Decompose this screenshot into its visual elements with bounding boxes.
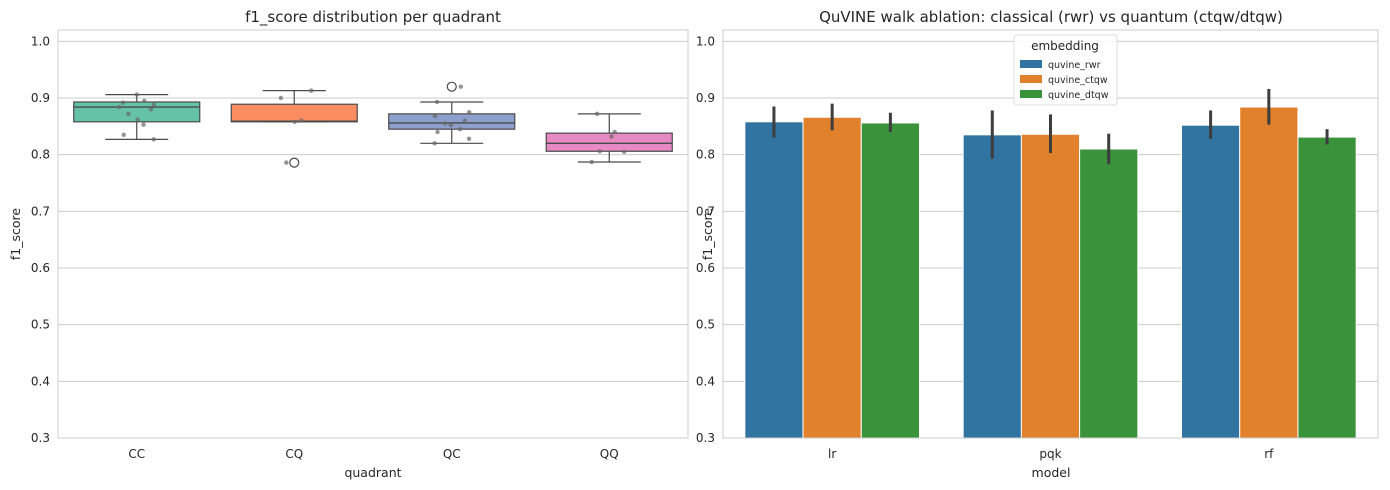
data-point xyxy=(589,159,594,165)
legend-swatch-quvine_dtqw xyxy=(1020,90,1042,98)
barplot-x-ticks: lr pqk rf xyxy=(828,447,1274,461)
x-tick-label: CQ xyxy=(285,447,303,461)
box-QC xyxy=(388,113,516,130)
y-tick-label: 0.5 xyxy=(31,318,50,332)
bar-rf-quvine_dtqw xyxy=(1297,136,1357,439)
boxplot-panel: f1_score distribution per quadrant 0.30.… xyxy=(8,8,689,480)
data-point xyxy=(434,99,440,105)
boxplot-frame xyxy=(57,29,689,439)
data-point xyxy=(126,111,131,117)
y-tick-label: 0.9 xyxy=(31,91,50,105)
data-point xyxy=(435,129,440,135)
legend-label-quvine_ctqw: quvine_ctqw xyxy=(1048,75,1108,86)
data-point xyxy=(134,92,139,97)
x-tick-label: CC xyxy=(128,447,145,461)
y-tick-label: 0.5 xyxy=(696,318,715,332)
data-point xyxy=(292,119,297,125)
data-point xyxy=(120,100,126,105)
data-point xyxy=(612,129,617,135)
legend-swatch-quvine_rwr xyxy=(1020,60,1042,68)
data-point xyxy=(458,84,464,89)
legend-title: embedding xyxy=(1031,39,1099,53)
x-tick-label: lr xyxy=(828,447,836,461)
data-point xyxy=(594,111,600,117)
data-point xyxy=(457,126,463,132)
x-tick-label: pqk xyxy=(1039,447,1061,461)
y-tick-label: 0.4 xyxy=(696,374,715,388)
y-tick-label: 0.8 xyxy=(696,148,715,162)
data-point xyxy=(135,117,140,122)
data-point xyxy=(151,137,156,142)
bar-rf-quvine_ctqw xyxy=(1239,106,1299,439)
legend-label-quvine_dtqw: quvine_dtqw xyxy=(1048,90,1109,101)
data-point xyxy=(597,149,602,154)
x-tick-label: QC xyxy=(443,447,461,461)
y-tick-label: 0.3 xyxy=(31,431,50,445)
data-point xyxy=(142,98,147,104)
boxplot-y-label: f1_score xyxy=(8,208,23,261)
box-CQ xyxy=(230,103,358,123)
legend-swatch-quvine_ctqw xyxy=(1020,75,1042,83)
data-point xyxy=(117,104,122,110)
y-tick-label: 0.9 xyxy=(696,91,715,105)
x-tick-label: QQ xyxy=(600,447,619,461)
data-point xyxy=(448,123,454,128)
legend-box xyxy=(1013,34,1118,106)
legend-entries: quvine_rwr quvine_ctqw quvine_dtqw xyxy=(1020,60,1109,101)
barplot-y-ticks: 0.3 0.4 0.5 0.6 0.7 0.8 0.9 1.0 xyxy=(696,34,715,445)
data-point xyxy=(121,132,126,138)
bar-lr-quvine_rwr xyxy=(744,121,804,439)
y-tick-label: 0.4 xyxy=(31,374,50,388)
boxplot-x-ticks: CC CQ QC QQ xyxy=(128,447,618,461)
data-point xyxy=(284,160,289,165)
data-point xyxy=(141,122,146,127)
barplot-panel: QuVINE walk ablation: classical (rwr) vs… xyxy=(696,8,1379,480)
barplot-marks xyxy=(744,88,1357,439)
data-point xyxy=(467,109,472,115)
barplot-legend: embedding quvine_rwr quvine_ctqw quvine_dt… xyxy=(1013,34,1118,106)
data-point xyxy=(299,118,304,123)
boxplot-gridlines xyxy=(58,40,688,439)
data-point xyxy=(151,102,157,108)
box-QQ xyxy=(545,132,673,152)
boxplot-x-label: quadrant xyxy=(344,465,401,480)
data-point xyxy=(432,141,437,146)
data-point xyxy=(309,88,314,93)
data-point xyxy=(432,113,438,119)
x-tick-label: rf xyxy=(1264,447,1274,461)
data-point xyxy=(442,121,448,126)
y-tick-label: 0.7 xyxy=(696,204,715,218)
data-point xyxy=(148,107,154,112)
bar-pqk-quvine_rwr xyxy=(962,134,1022,439)
barplot-y-label: f1_score xyxy=(700,208,715,261)
y-tick-label: 0.6 xyxy=(31,261,50,275)
bar-lr-quvine_dtqw xyxy=(860,122,920,439)
data-point xyxy=(621,149,627,155)
bar-lr-quvine_ctqw xyxy=(802,116,862,439)
y-tick-label: 0.6 xyxy=(696,261,715,275)
y-tick-label: 0.7 xyxy=(31,204,50,218)
data-point xyxy=(462,118,468,123)
data-point xyxy=(466,136,472,141)
y-tick-label: 1.0 xyxy=(696,34,715,48)
boxplot-marks xyxy=(73,81,673,168)
outlier-point xyxy=(289,157,300,168)
y-tick-label: 1.0 xyxy=(31,34,50,48)
boxplot-y-ticks: 0.3 0.4 0.5 0.6 0.7 0.8 0.9 1.0 xyxy=(31,34,50,445)
bar-rf-quvine_rwr xyxy=(1181,124,1241,439)
barplot-x-label: model xyxy=(1032,465,1071,480)
barplot-title: QuVINE walk ablation: classical (rwr) vs… xyxy=(819,8,1283,26)
bar-pqk-quvine_ctqw xyxy=(1020,133,1081,439)
boxplot-title: f1_score distribution per quadrant xyxy=(245,8,501,27)
legend-label-quvine_rwr: quvine_rwr xyxy=(1048,60,1101,71)
bar-pqk-quvine_dtqw xyxy=(1079,148,1139,439)
barplot-frame xyxy=(722,29,1379,439)
y-tick-label: 0.8 xyxy=(31,148,50,162)
outlier-point xyxy=(446,81,457,92)
data-point xyxy=(609,134,614,139)
y-tick-label: 0.3 xyxy=(696,431,715,445)
data-point xyxy=(278,95,284,101)
